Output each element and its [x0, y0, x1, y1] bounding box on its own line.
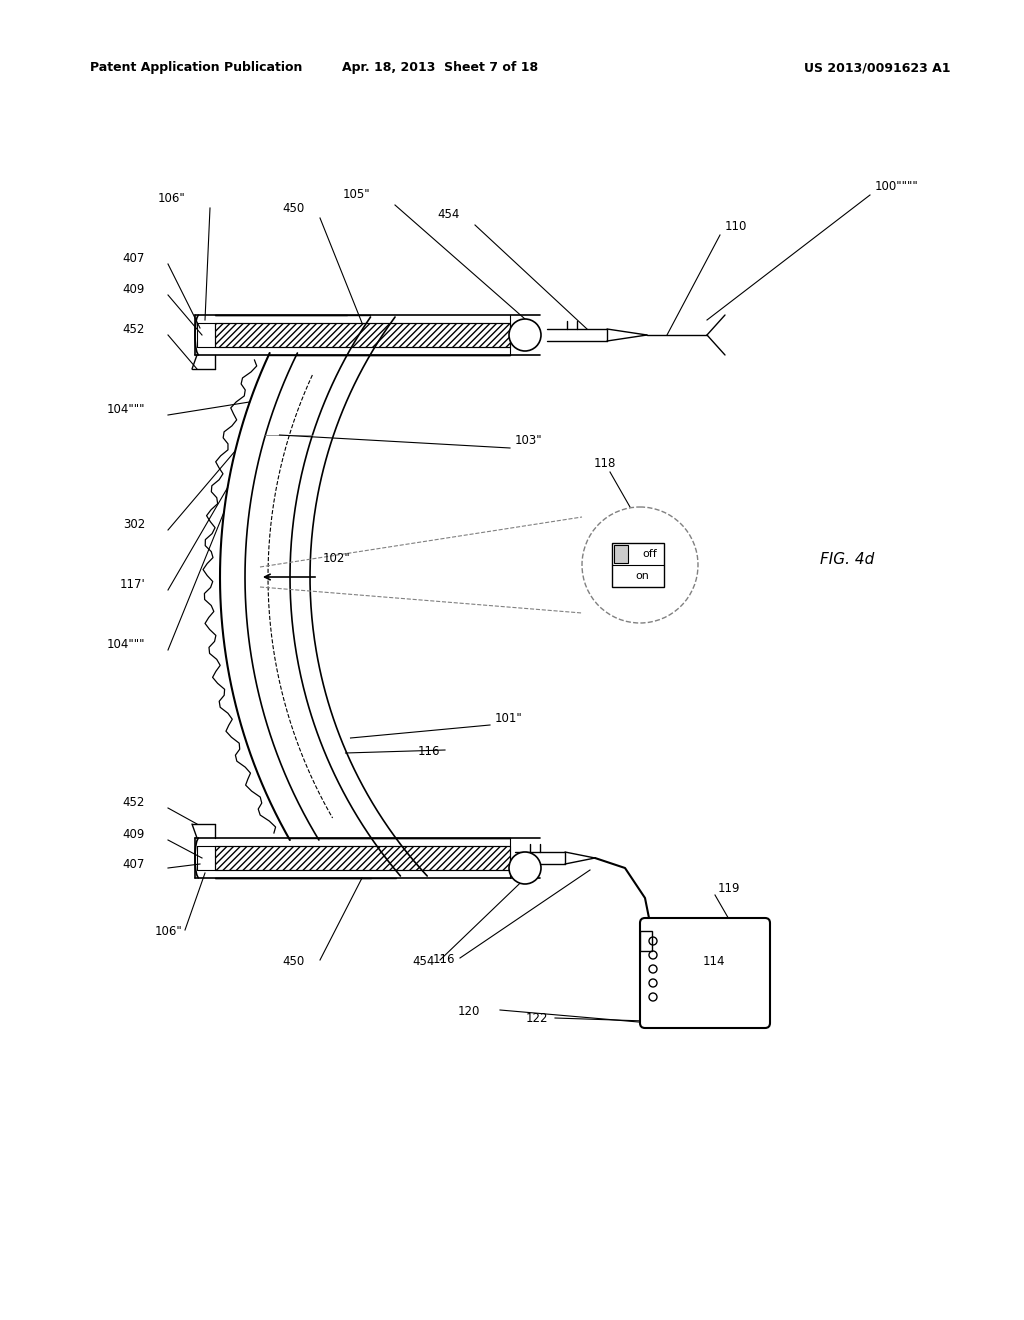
Circle shape: [509, 319, 541, 351]
Text: 452: 452: [123, 796, 145, 809]
Text: 116: 116: [432, 953, 455, 966]
Text: 409: 409: [123, 828, 145, 841]
Bar: [614, 545, 628, 564]
Text: 104""": 104""": [106, 638, 145, 651]
Text: 120: 120: [458, 1005, 480, 1018]
Text: off: off: [642, 549, 656, 558]
Circle shape: [509, 851, 541, 884]
Text: 122: 122: [525, 1012, 548, 1026]
Text: 106": 106": [155, 925, 182, 939]
Text: 407: 407: [123, 252, 145, 265]
Text: 110: 110: [725, 220, 748, 234]
Text: 454: 454: [437, 209, 460, 220]
Text: 103": 103": [515, 434, 543, 447]
Text: Patent Application Publication: Patent Application Publication: [90, 62, 302, 74]
Text: 450: 450: [283, 202, 305, 215]
Text: 452: 452: [123, 323, 145, 337]
Bar: [612, 543, 664, 587]
Text: 100"""": 100"""": [874, 180, 919, 193]
Text: 106": 106": [158, 191, 185, 205]
Text: 302: 302: [123, 517, 145, 531]
Text: on: on: [635, 572, 649, 581]
Text: 105": 105": [342, 187, 370, 201]
Text: 104""": 104""": [106, 403, 145, 416]
Text: 101": 101": [495, 711, 522, 725]
Text: FIG. 4d: FIG. 4d: [820, 553, 874, 568]
Bar: [215, 846, 510, 870]
Text: US 2013/0091623 A1: US 2013/0091623 A1: [804, 62, 950, 74]
Circle shape: [582, 507, 698, 623]
Text: 117': 117': [119, 578, 145, 591]
FancyBboxPatch shape: [640, 917, 770, 1028]
Text: 119: 119: [718, 882, 740, 895]
Text: 114: 114: [703, 954, 725, 968]
Text: 118: 118: [594, 457, 616, 470]
Bar: [215, 323, 510, 347]
Text: Apr. 18, 2013  Sheet 7 of 18: Apr. 18, 2013 Sheet 7 of 18: [342, 62, 538, 74]
Text: 454: 454: [413, 954, 435, 968]
Text: 450: 450: [283, 954, 305, 968]
Text: 102": 102": [323, 552, 351, 565]
Text: 407: 407: [123, 858, 145, 871]
Bar: [640, 931, 652, 950]
Text: 116: 116: [418, 744, 440, 758]
Text: 409: 409: [123, 282, 145, 296]
